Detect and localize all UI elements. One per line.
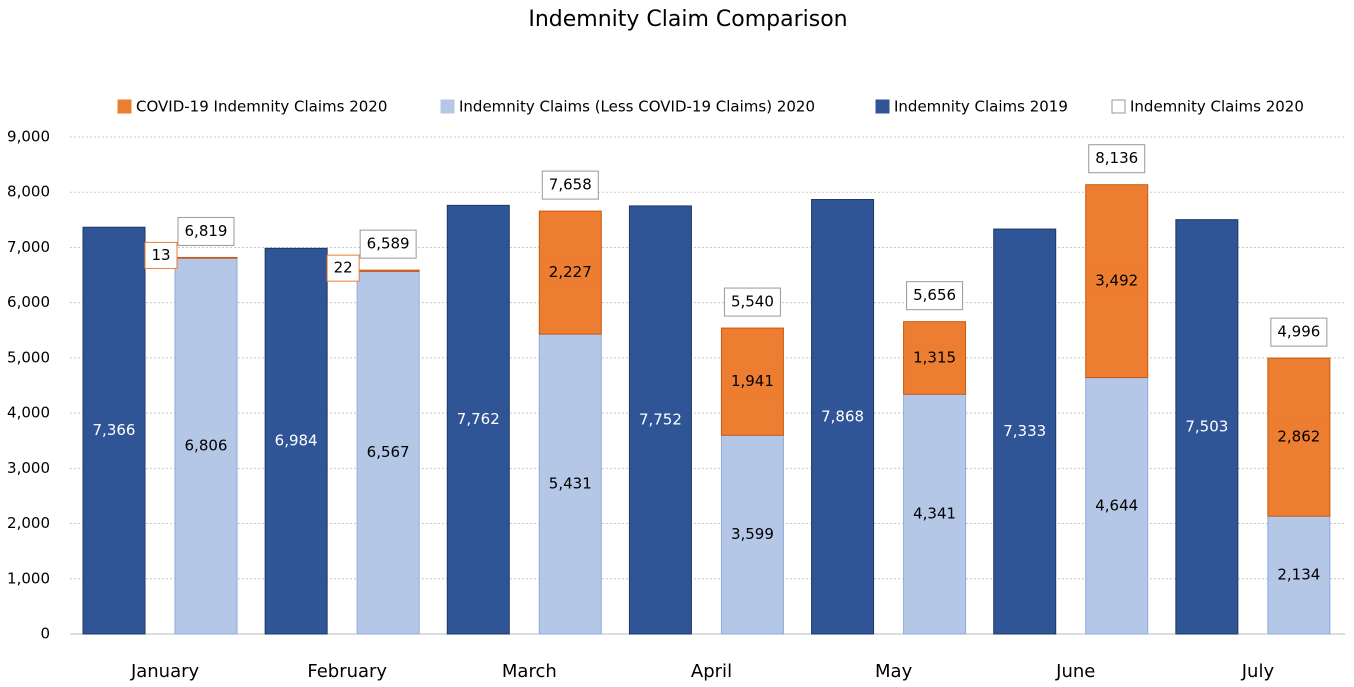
y-tick-label: 9,000 [7, 128, 50, 146]
y-tick-label: 6,000 [7, 293, 50, 311]
legend-swatch [1111, 99, 1126, 114]
bar-segment [356, 270, 420, 635]
x-tick-label: February [307, 661, 387, 682]
data-label: 1,941 [731, 372, 774, 390]
y-tick-label: 4,000 [7, 404, 50, 422]
total-label: 4,996 [1277, 323, 1320, 341]
legend-swatch [440, 99, 455, 114]
data-label: 7,503 [1185, 417, 1228, 435]
y-tick-label: 3,000 [7, 459, 50, 477]
data-label: 22 [334, 259, 353, 277]
y-tick-label: 5,000 [7, 348, 50, 366]
label-box [326, 254, 360, 282]
bar [628, 205, 692, 635]
data-label: 3,599 [731, 525, 774, 543]
data-label: 7,762 [457, 410, 500, 428]
total-label: 5,540 [731, 293, 774, 311]
data-label: 2,227 [549, 263, 592, 281]
x-tick-label: July [1241, 661, 1275, 682]
data-label: 3,492 [1095, 272, 1138, 290]
bar [993, 228, 1057, 635]
total-label-box [723, 287, 781, 317]
data-label: 7,752 [639, 410, 682, 428]
data-label: 7,366 [93, 421, 136, 439]
bar [264, 247, 328, 635]
label-box [1090, 267, 1144, 295]
legend-swatch [875, 99, 890, 114]
y-tick-label: 0 [40, 625, 50, 643]
data-label: 7,868 [821, 407, 864, 425]
legend-label: Indemnity Claims 2020 [1130, 98, 1304, 116]
x-tick-label: June [1055, 661, 1095, 682]
total-label: 7,658 [549, 176, 592, 194]
data-label: 6,567 [367, 443, 410, 461]
legend-swatch [117, 99, 132, 114]
data-label: 4,644 [1095, 496, 1138, 514]
total-label: 6,819 [185, 222, 228, 240]
total-label-box [177, 216, 235, 246]
x-tick-label: April [691, 661, 732, 682]
y-tick-label: 1,000 [7, 569, 50, 587]
data-label: 2,134 [1277, 566, 1320, 584]
label-box [543, 259, 597, 287]
bar-segment [174, 257, 238, 635]
data-label: 1,315 [913, 348, 956, 366]
bar-segment [174, 256, 238, 259]
y-tick-label: 2,000 [7, 514, 50, 532]
y-tick-label: 7,000 [7, 238, 50, 256]
chart-title: Indemnity Claim Comparison [528, 7, 847, 32]
total-label-box [359, 229, 417, 259]
legend-label: Indemnity Claims (Less COVID-19 Claims) … [459, 98, 815, 116]
bar [446, 204, 510, 635]
bar-segment [356, 269, 420, 272]
label-box [908, 344, 962, 372]
bar [811, 199, 875, 635]
data-label: 2,862 [1277, 428, 1320, 446]
total-label-box [541, 170, 599, 200]
bar [1175, 219, 1239, 635]
y-tick-label: 8,000 [7, 183, 50, 201]
bar-segment [903, 393, 967, 635]
data-label: 13 [151, 246, 170, 264]
legend-label: COVID-19 Indemnity Claims 2020 [136, 98, 387, 116]
x-tick-label: January [130, 661, 200, 682]
data-label: 7,333 [1003, 422, 1046, 440]
total-label-box [1270, 317, 1328, 347]
bar-segment [720, 434, 784, 635]
legend-label: Indemnity Claims 2019 [894, 98, 1068, 116]
data-label: 6,984 [275, 432, 318, 450]
label-box [725, 368, 779, 396]
total-label-box [1088, 144, 1146, 174]
data-label: 6,806 [185, 437, 228, 455]
total-label: 6,589 [367, 235, 410, 253]
bar-segment [1267, 515, 1331, 635]
total-label-box [906, 281, 964, 311]
x-tick-label: May [875, 661, 913, 682]
label-box [144, 241, 178, 269]
label-box [1272, 423, 1326, 451]
bar [82, 226, 146, 635]
data-label: 5,431 [549, 475, 592, 493]
total-label: 8,136 [1095, 149, 1138, 167]
bar-segment [1085, 377, 1149, 635]
data-label: 4,341 [913, 505, 956, 523]
x-tick-label: March [502, 661, 557, 682]
total-label: 5,656 [913, 286, 956, 304]
